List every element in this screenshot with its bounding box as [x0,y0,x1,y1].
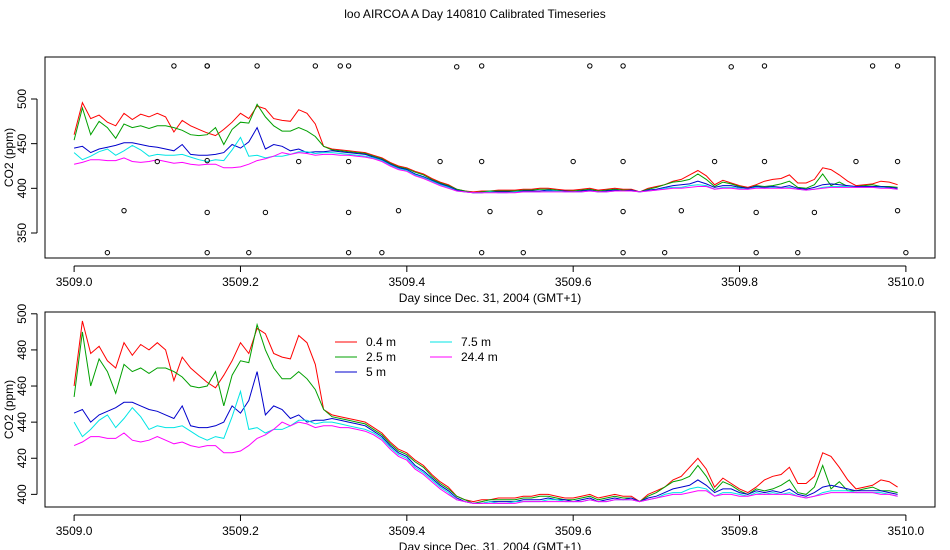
data-marker [894,158,901,165]
x-tick-label: 3509.8 [721,275,758,289]
legend-label: 0.4 m [366,335,396,349]
data-marker [262,209,269,216]
data-marker [678,207,685,214]
data-marker [728,64,734,70]
legend-label: 24.4 m [461,350,498,364]
series-line-24-4-m [73,421,898,504]
x-tick-label: 3509.0 [56,275,93,289]
x-tick-label: 3509.2 [222,524,259,538]
legend-label: 2.5 m [366,350,396,364]
y-tick-label: 420 [15,448,29,468]
x-tick-label: 3509.6 [555,524,592,538]
data-marker [204,249,210,256]
x-tick-label: 3509.4 [388,275,425,289]
data-marker [121,207,127,214]
data-marker [204,209,210,216]
data-marker [204,63,210,69]
data-marker [154,158,160,165]
data-marker [478,158,485,165]
data-marker [395,207,402,214]
data-marker [853,158,859,165]
y-tick-label: 460 [15,376,29,396]
data-marker [570,158,576,165]
legend-label: 7.5 m [461,335,491,349]
data-marker [345,63,352,69]
data-marker [711,158,718,165]
series-line-5-m [73,371,898,504]
x-tick-label: 3510.0 [888,275,925,289]
x-tick-label: 3510.0 [888,524,925,538]
data-marker [345,158,352,165]
data-marker [537,209,543,216]
y-axis-label: CO2 (ppm) [2,380,16,439]
y-tick-label: 350 [15,223,29,243]
data-marker [661,249,668,256]
y-tick-label: 500 [15,303,29,323]
series-line-5-m [73,126,898,194]
data-marker [478,249,485,256]
data-marker [903,249,909,256]
y-tick-label: 440 [15,412,29,432]
series-line-7-5-m [73,389,898,504]
data-marker [171,63,177,69]
y-tick-label: 400 [15,178,29,198]
y-axis-label: CO2 (ppm) [2,128,16,187]
data-marker [345,249,352,256]
data-marker [478,63,485,69]
y-tick-label: 400 [15,484,29,504]
data-marker [894,207,901,214]
y-tick-label: 480 [15,340,29,360]
data-marker [204,157,210,164]
x-tick-label: 3509.2 [222,275,259,289]
data-marker [487,208,493,215]
x-tick-label: 3509.8 [721,524,758,538]
chart-title: loo AIRCOA A Day 140810 Calibrated Times… [344,7,606,21]
data-marker [246,249,252,256]
data-marker [811,209,818,216]
data-marker [520,249,526,256]
x-tick-label: 3509.6 [555,275,592,289]
plot-frame-1 [44,56,936,259]
data-marker [753,209,759,216]
y-tick-label: 450 [15,133,29,153]
data-marker [753,249,759,256]
data-marker [620,249,626,256]
data-marker [761,158,768,165]
series-line-0-4-m [73,101,898,193]
data-marker [620,63,626,69]
x-tick-label: 3509.4 [388,524,425,538]
data-marker [295,158,302,165]
data-marker [345,209,352,216]
data-marker [379,249,385,256]
data-marker [312,63,319,69]
data-marker [761,63,768,69]
data-marker [254,63,260,69]
data-marker [894,63,901,69]
data-marker [795,249,801,256]
data-marker [620,208,626,215]
series-line-0-4-m [73,320,898,503]
legend-label: 5 m [366,365,386,379]
plot-frame-2 [44,311,936,508]
data-marker [104,249,111,256]
x-axis-label: Day since Dec. 31, 2004 (GMT+1) [399,540,581,550]
data-marker [620,158,626,165]
x-tick-label: 3509.0 [56,524,93,538]
data-marker [587,63,593,69]
data-marker [869,63,876,69]
series-line-2-5-m [73,322,898,504]
data-marker [454,64,460,70]
data-marker [337,63,343,69]
y-tick-label: 500 [15,89,29,109]
series-line-2-5-m [73,103,898,194]
x-axis-label: Day since Dec. 31, 2004 (GMT+1) [399,291,581,305]
data-marker [437,158,443,165]
series-line-24-4-m [73,152,898,194]
